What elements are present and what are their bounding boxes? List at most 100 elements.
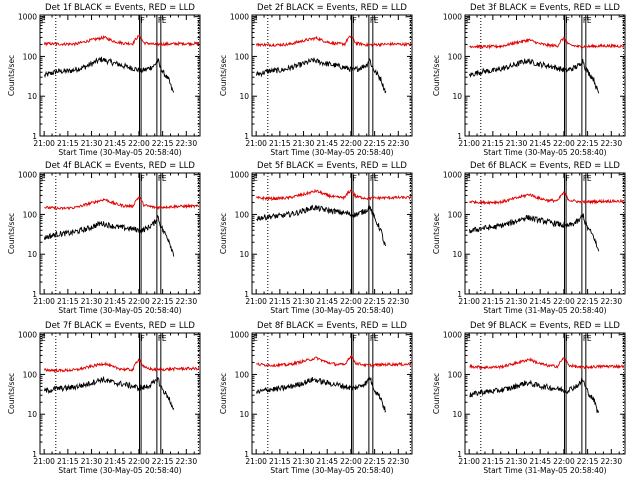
x-tick-label: 21:30: [506, 139, 528, 148]
x-tick-label: 22:15: [152, 297, 174, 306]
detector-panel-7: Det 7f BLACK = Events, RED = LLD 1 10 100 10…: [7, 321, 201, 475]
x-tick-label: 21:30: [293, 297, 315, 306]
y-tick-label: 10: [27, 250, 37, 259]
interval-flag-label: F: [141, 16, 145, 25]
y-tick-label: 1: [32, 132, 37, 141]
panel-title: Det 9f BLACK = Events, RED = LLD: [470, 321, 620, 331]
plot-frame: [464, 172, 626, 295]
y-tick-label: 10: [239, 410, 249, 419]
x-tick-label: 22:30: [387, 297, 409, 306]
x-tick-label: 22:15: [152, 457, 174, 466]
y-tick-label: 10: [239, 92, 249, 101]
events-series-line: [43, 375, 175, 411]
interval-flag-label: F: [353, 174, 357, 183]
y-axis-label: Counts/sec: [432, 55, 441, 96]
x-axis-label: Start Time (31-May-05 20:58:40): [483, 466, 606, 475]
corner-mark: E: [253, 16, 258, 25]
x-tick-label: 22:30: [387, 139, 409, 148]
y-tick-label: 1000: [230, 331, 249, 340]
x-tick-label: 22:30: [600, 297, 622, 306]
y-tick-label: 1: [457, 132, 462, 141]
detector-panel-8: Det 8f BLACK = Events, RED = LLD 1 10 100 10…: [219, 321, 413, 475]
y-tick-label: 1000: [443, 171, 462, 180]
x-tick-label: 21:45: [529, 139, 551, 148]
x-tick-label: 22:00: [340, 139, 362, 148]
plot-frame: [251, 14, 413, 137]
y-tick-label: 100: [448, 370, 463, 379]
x-axis-label: Start Time (30-May-05 20:58:40): [58, 148, 181, 157]
corner-mark: E: [41, 16, 46, 25]
interval-flag-label: E: [587, 16, 592, 25]
x-tick-label: 21:30: [81, 297, 103, 306]
interval-flag-label: F: [158, 174, 162, 183]
y-axis-label: Counts/sec: [432, 373, 441, 414]
plot-frame: [39, 172, 201, 295]
y-tick-label: 1: [32, 290, 37, 299]
x-tick-label: 22:15: [364, 457, 386, 466]
plot-frame: [251, 172, 413, 295]
x-tick-label: 21:45: [529, 297, 551, 306]
y-axis-label: Counts/sec: [7, 55, 16, 96]
x-tick-label: 22:15: [364, 139, 386, 148]
detector-panel-1: Det 1f BLACK = Events, RED = LLD 1 10 100 10…: [7, 3, 201, 157]
y-tick-label: 10: [452, 250, 462, 259]
events-series-line: [255, 57, 387, 94]
x-tick-label: 21:00: [245, 139, 267, 148]
x-tick-label: 21:30: [506, 297, 528, 306]
interval-flag-label: E: [162, 334, 167, 343]
corner-mark: E: [466, 174, 471, 183]
x-tick-label: 22:30: [600, 457, 622, 466]
x-tick-label: 22:00: [128, 139, 150, 148]
interval-flag-label: F: [566, 334, 570, 343]
interval-flag-label: F: [583, 334, 587, 343]
y-tick-label: 100: [235, 370, 250, 379]
x-tick-label: 21:00: [33, 297, 55, 306]
x-tick-label: 21:00: [245, 457, 267, 466]
detector-panel-9: Det 9f BLACK = Events, RED = LLD 1 10 100 10…: [432, 321, 626, 475]
events-series-line: [255, 376, 387, 413]
y-tick-label: 1000: [18, 171, 37, 180]
lld-series-line: [469, 35, 625, 50]
corner-mark: E: [466, 16, 471, 25]
y-tick-label: 1: [32, 450, 37, 459]
events-series-line: [468, 213, 600, 252]
interval-flag-label: F: [353, 334, 357, 343]
x-axis-label: Start Time (30-May-05 20:58:40): [270, 148, 393, 157]
detector-panel-3: Det 3f BLACK = Events, RED = LLD 1 10 100 10…: [432, 3, 626, 157]
x-tick-label: 22:15: [364, 297, 386, 306]
y-tick-label: 10: [239, 250, 249, 259]
panel-title: Det 4f BLACK = Events, RED = LLD: [45, 161, 195, 171]
interval-flag-label: F: [370, 16, 374, 25]
x-tick-label: 21:30: [81, 139, 103, 148]
y-tick-label: 10: [27, 410, 37, 419]
corner-mark: E: [466, 334, 471, 343]
detector-panel-2: Det 2f BLACK = Events, RED = LLD 1 10 100 10…: [219, 3, 413, 157]
interval-flag-label: F: [141, 334, 145, 343]
panel-title: Det 6f BLACK = Events, RED = LLD: [470, 161, 620, 171]
lld-series-line: [256, 354, 412, 368]
y-tick-label: 10: [452, 410, 462, 419]
corner-mark: E: [41, 334, 46, 343]
y-tick-label: 1: [457, 290, 462, 299]
x-axis-label: Start Time (30-May-05 20:58:40): [58, 306, 181, 315]
interval-flag-label: E: [374, 334, 379, 343]
panel-title: Det 7f BLACK = Events, RED = LLD: [45, 321, 195, 331]
x-tick-label: 21:15: [482, 457, 504, 466]
y-tick-label: 1: [244, 290, 249, 299]
x-tick-label: 22:15: [577, 457, 599, 466]
x-tick-label: 21:45: [316, 457, 338, 466]
interval-flag-label: F: [353, 16, 357, 25]
lld-series-line: [256, 188, 412, 202]
y-tick-label: 10: [27, 92, 37, 101]
y-tick-label: 1000: [230, 171, 249, 180]
corner-mark: E: [253, 174, 258, 183]
x-tick-label: 22:30: [600, 139, 622, 148]
plot-frame: [39, 14, 201, 137]
x-tick-label: 22:15: [577, 297, 599, 306]
panel-title: Det 8f BLACK = Events, RED = LLD: [257, 321, 407, 331]
x-tick-label: 21:45: [529, 457, 551, 466]
panel-title: Det 5f BLACK = Events, RED = LLD: [257, 161, 407, 171]
interval-flag-label: F: [370, 334, 374, 343]
interval-flag-label: E: [162, 16, 167, 25]
x-tick-label: 21:45: [104, 457, 126, 466]
